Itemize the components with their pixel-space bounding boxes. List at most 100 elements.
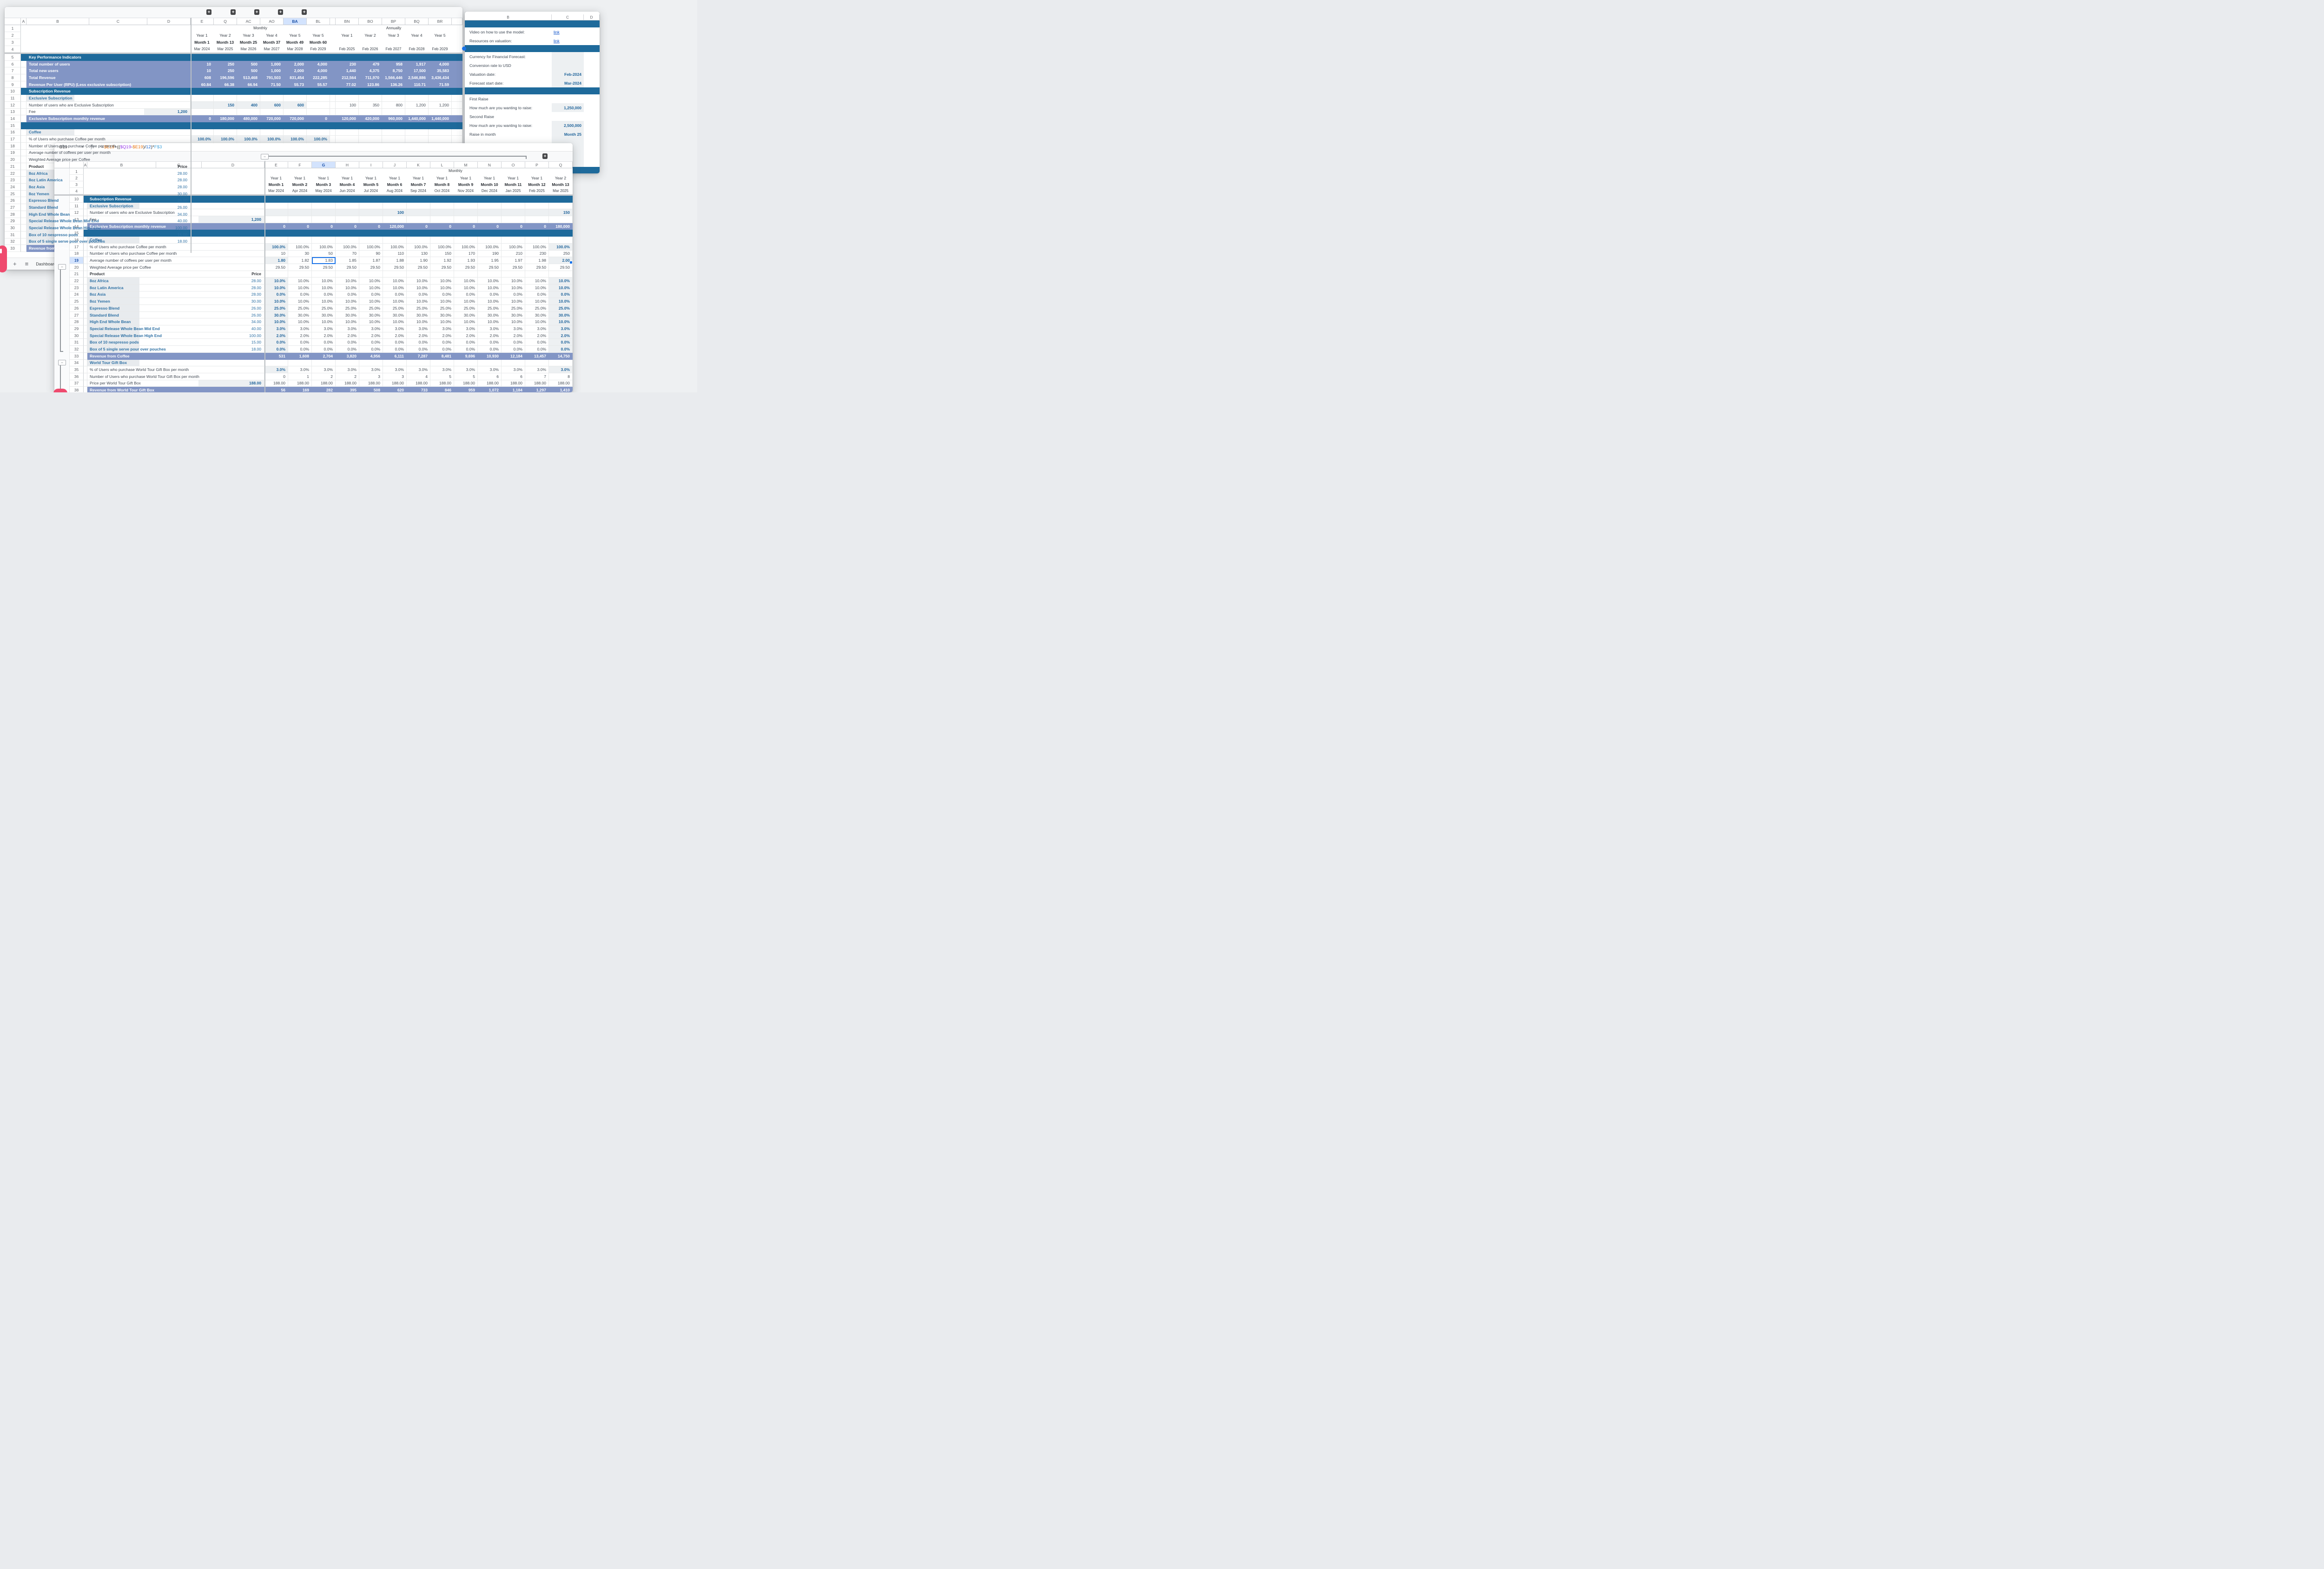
- column-header[interactable]: Q: [549, 162, 573, 168]
- header-cell[interactable]: [330, 25, 336, 32]
- cell[interactable]: 3.0%: [383, 325, 407, 332]
- d-value-cell[interactable]: 28.00: [144, 184, 190, 190]
- cell[interactable]: 0.0%: [525, 339, 549, 346]
- cell[interactable]: [84, 312, 87, 319]
- sheet-tab-dashboard[interactable]: Dashboard: [36, 262, 56, 266]
- cell[interactable]: [330, 136, 336, 143]
- cell[interactable]: [264, 209, 288, 216]
- panel-value-cell[interactable]: 1,250,000: [552, 103, 584, 112]
- column-header[interactable]: BO: [359, 18, 382, 25]
- cell[interactable]: 30.0%: [336, 312, 359, 319]
- cell[interactable]: [330, 115, 336, 122]
- cell[interactable]: [21, 143, 26, 150]
- cell[interactable]: 30.0%: [430, 312, 454, 319]
- cell[interactable]: 25.0%: [288, 305, 312, 312]
- cell[interactable]: 7,287: [407, 353, 430, 360]
- row-label-cell[interactable]: Number of Users who purchase Coffee per …: [87, 251, 264, 258]
- cell[interactable]: [84, 366, 87, 373]
- header-cell[interactable]: [407, 168, 430, 175]
- cell[interactable]: [382, 136, 405, 143]
- cell[interactable]: 479: [359, 61, 382, 68]
- cell[interactable]: 2.0%: [288, 332, 312, 339]
- header-cell[interactable]: Year 2: [359, 32, 382, 39]
- cell[interactable]: [452, 67, 462, 74]
- cell[interactable]: [264, 237, 288, 244]
- cell[interactable]: 66.94: [237, 81, 260, 88]
- cell[interactable]: 10.0%: [549, 285, 573, 291]
- row-number[interactable]: 23: [70, 285, 84, 291]
- cell[interactable]: 600: [260, 102, 284, 109]
- cell[interactable]: [336, 136, 359, 143]
- header-cell[interactable]: Month 6: [383, 181, 407, 188]
- cell[interactable]: 230: [336, 61, 359, 68]
- cell[interactable]: [312, 360, 336, 367]
- panel-value-cell[interactable]: Feb-2024: [552, 70, 584, 79]
- cell[interactable]: [84, 271, 87, 278]
- cell[interactable]: [359, 360, 383, 367]
- cell[interactable]: [502, 230, 525, 237]
- header-cell[interactable]: [382, 39, 405, 46]
- cell[interactable]: 25.0%: [525, 305, 549, 312]
- cell[interactable]: [429, 95, 452, 102]
- cell[interactable]: 188.00: [478, 380, 502, 387]
- header-cell[interactable]: Month 13: [214, 39, 237, 46]
- cell[interactable]: 3.0%: [288, 325, 312, 332]
- d-value-cell[interactable]: 26.00: [144, 204, 190, 211]
- cell[interactable]: 3.0%: [454, 366, 478, 373]
- cell[interactable]: 3.0%: [502, 366, 525, 373]
- cell[interactable]: 150: [549, 209, 573, 216]
- cell[interactable]: 1,297: [525, 387, 549, 392]
- cell[interactable]: 0.0%: [454, 346, 478, 353]
- cell[interactable]: [407, 209, 430, 216]
- cell[interactable]: 2.0%: [430, 332, 454, 339]
- cell[interactable]: 513,468: [237, 74, 260, 81]
- cell[interactable]: [454, 230, 478, 237]
- header-cell[interactable]: Year 1: [288, 175, 312, 181]
- cell[interactable]: 420,000: [359, 115, 382, 122]
- cell[interactable]: [502, 360, 525, 367]
- header-cell[interactable]: [452, 46, 462, 53]
- header-cell[interactable]: Month 11: [502, 181, 525, 188]
- header-cell[interactable]: Month 5: [359, 181, 383, 188]
- header-cell[interactable]: Month 2: [288, 181, 312, 188]
- cell[interactable]: [21, 150, 26, 157]
- cell[interactable]: 4: [407, 373, 430, 380]
- row-number[interactable]: 16: [5, 129, 21, 136]
- cell[interactable]: [84, 346, 87, 353]
- cell[interactable]: [330, 102, 336, 109]
- row-label-cell[interactable]: Number of users who are Exclusive Subscr…: [26, 102, 191, 109]
- cell[interactable]: [502, 203, 525, 210]
- header-cell[interactable]: Year 1: [191, 32, 214, 39]
- cell[interactable]: [84, 339, 87, 346]
- cell[interactable]: [21, 170, 26, 177]
- cell[interactable]: [359, 216, 383, 223]
- row-label-cell[interactable]: Special Release Whole Bean Mid End40.00: [87, 325, 264, 332]
- header-cell[interactable]: Mar 2026: [237, 46, 260, 53]
- header-cell[interactable]: [429, 39, 452, 46]
- cell[interactable]: [452, 136, 462, 143]
- cell[interactable]: 3.0%: [359, 366, 383, 373]
- row-label-cell[interactable]: Weighted Average price per Coffee: [87, 264, 264, 271]
- cell[interactable]: [429, 109, 452, 116]
- cell[interactable]: 25.0%: [336, 305, 359, 312]
- cell[interactable]: [454, 237, 478, 244]
- column-header[interactable]: E: [264, 162, 288, 168]
- cell[interactable]: [21, 122, 26, 129]
- header-cell[interactable]: Mar 2025: [549, 188, 573, 194]
- cell[interactable]: 10.0%: [454, 318, 478, 325]
- cell[interactable]: 100.0%: [502, 244, 525, 251]
- panel-value-cell[interactable]: Mar-2024: [552, 79, 584, 87]
- cell[interactable]: 10.0%: [336, 298, 359, 305]
- cell[interactable]: 29.50: [288, 264, 312, 271]
- d-value-cell[interactable]: 18.00: [144, 238, 190, 245]
- cell[interactable]: [330, 122, 336, 129]
- panel-value-cell[interactable]: link: [552, 36, 584, 45]
- row-label-cell[interactable]: High End Whole Bean34.00: [87, 318, 264, 325]
- panel-value-cell[interactable]: [552, 94, 584, 103]
- cell[interactable]: 188.00: [288, 380, 312, 387]
- cell[interactable]: 720,000: [284, 115, 307, 122]
- row-number[interactable]: 20: [70, 264, 84, 271]
- column-header[interactable]: A: [21, 18, 26, 25]
- cell[interactable]: 100.0%: [214, 136, 237, 143]
- d-value-cell[interactable]: 40.00: [144, 218, 190, 225]
